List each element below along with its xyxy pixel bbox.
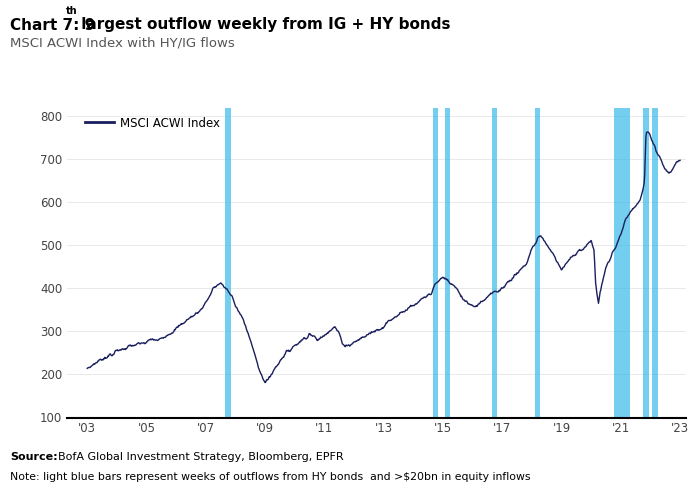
- Bar: [433, 108, 438, 418]
- Bar: [535, 108, 540, 418]
- Bar: [614, 108, 631, 418]
- Bar: [643, 108, 649, 418]
- Bar: [652, 108, 657, 418]
- Text: Source:: Source:: [10, 452, 58, 462]
- Bar: [225, 108, 231, 418]
- Text: MSCI ACWI Index with HY/IG flows: MSCI ACWI Index with HY/IG flows: [10, 36, 235, 49]
- Text: Note: light blue bars represent weeks of outflows from HY bonds  and >$20bn in e: Note: light blue bars represent weeks of…: [10, 472, 531, 482]
- Bar: [444, 108, 450, 418]
- Text: th: th: [66, 6, 78, 16]
- Bar: [492, 108, 498, 418]
- Text: Chart 7: 9: Chart 7: 9: [10, 18, 96, 32]
- Text: BofA Global Investment Strategy, Bloomberg, EPFR: BofA Global Investment Strategy, Bloombe…: [51, 452, 344, 462]
- Legend: MSCI ACWI Index: MSCI ACWI Index: [85, 116, 220, 130]
- Text: largest outflow weekly from IG + HY bonds: largest outflow weekly from IG + HY bond…: [76, 18, 451, 32]
